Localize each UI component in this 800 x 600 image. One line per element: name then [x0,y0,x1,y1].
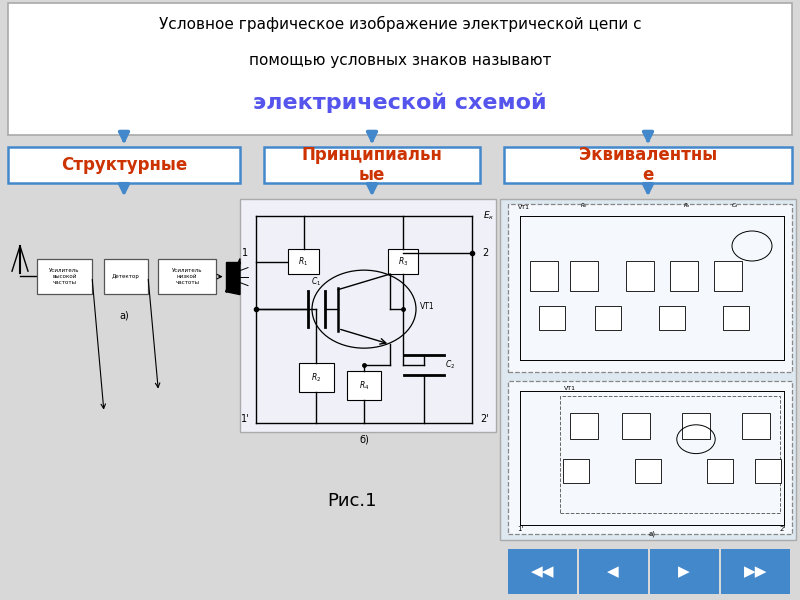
FancyBboxPatch shape [508,381,792,534]
Text: $R_1$: $R_1$ [298,255,309,268]
FancyBboxPatch shape [346,371,382,400]
FancyBboxPatch shape [723,306,749,330]
Text: VT1: VT1 [564,386,576,391]
FancyBboxPatch shape [595,306,621,330]
FancyBboxPatch shape [288,249,318,274]
Text: ◀: ◀ [607,564,619,579]
Text: Структурные: Структурные [61,156,187,174]
Text: VT1: VT1 [518,205,530,210]
FancyBboxPatch shape [670,261,698,291]
FancyBboxPatch shape [579,549,648,594]
Polygon shape [226,262,240,292]
Text: ▶▶: ▶▶ [743,564,767,579]
Text: $C_э$: $C_э$ [730,201,738,210]
FancyBboxPatch shape [8,199,240,372]
Text: 1': 1' [517,526,523,532]
Text: $C_1$: $C_1$ [311,275,322,288]
Text: VT1: VT1 [420,302,434,311]
FancyBboxPatch shape [570,261,598,291]
Text: $E_к$: $E_к$ [483,210,494,222]
FancyBboxPatch shape [240,199,496,432]
Text: ◀◀: ◀◀ [530,564,554,579]
FancyBboxPatch shape [8,147,240,183]
Text: а): а) [119,310,129,320]
Text: $R_к$: $R_к$ [580,201,588,210]
FancyBboxPatch shape [8,3,792,135]
FancyBboxPatch shape [158,259,216,294]
Text: $R_2$: $R_2$ [311,371,322,384]
FancyBboxPatch shape [570,413,598,439]
FancyBboxPatch shape [622,413,650,439]
Text: помощью условных знаков называют: помощью условных знаков называют [249,52,551,67]
FancyBboxPatch shape [388,249,418,274]
Text: Усилитель
высокой
частоты: Усилитель высокой частоты [49,268,80,285]
FancyBboxPatch shape [508,549,577,594]
FancyBboxPatch shape [299,363,334,392]
Text: Рис.1: Рис.1 [327,492,377,510]
Text: Детектор: Детектор [112,274,140,279]
FancyBboxPatch shape [508,204,792,372]
Text: электрической схемой: электрической схемой [253,93,547,113]
FancyBboxPatch shape [500,199,796,540]
FancyBboxPatch shape [714,261,742,291]
Text: 1': 1' [241,414,250,424]
Text: 2': 2' [779,526,786,532]
FancyBboxPatch shape [504,147,792,183]
Text: $R_4$: $R_4$ [359,379,369,392]
FancyBboxPatch shape [707,459,733,483]
FancyBboxPatch shape [635,459,661,483]
Polygon shape [226,259,240,295]
Text: $C_2$: $C_2$ [446,359,455,371]
Text: 2: 2 [482,248,488,258]
FancyBboxPatch shape [530,261,558,291]
Text: а): а) [649,530,655,536]
FancyBboxPatch shape [264,147,480,183]
FancyBboxPatch shape [721,549,790,594]
Text: Эквивалентны
е: Эквивалентны е [579,146,717,184]
Text: $R_э$: $R_э$ [682,201,690,210]
FancyBboxPatch shape [104,259,148,294]
Text: Принципиальн
ые: Принципиальн ые [302,146,442,184]
Text: ▶: ▶ [678,564,690,579]
Text: Усилитель
низкой
частоты: Усилитель низкой частоты [172,268,202,285]
FancyBboxPatch shape [742,413,770,439]
FancyBboxPatch shape [37,259,92,294]
FancyBboxPatch shape [682,413,710,439]
FancyBboxPatch shape [755,459,781,483]
Text: Условное графическое изображение электрической цепи с: Условное графическое изображение электри… [158,16,642,32]
Text: $R_3$: $R_3$ [398,255,408,268]
FancyBboxPatch shape [563,459,589,483]
Text: 2': 2' [481,414,490,424]
Text: 1: 1 [242,248,248,258]
FancyBboxPatch shape [659,306,685,330]
FancyBboxPatch shape [650,549,718,594]
FancyBboxPatch shape [539,306,565,330]
FancyBboxPatch shape [626,261,654,291]
Text: б): б) [359,434,369,445]
